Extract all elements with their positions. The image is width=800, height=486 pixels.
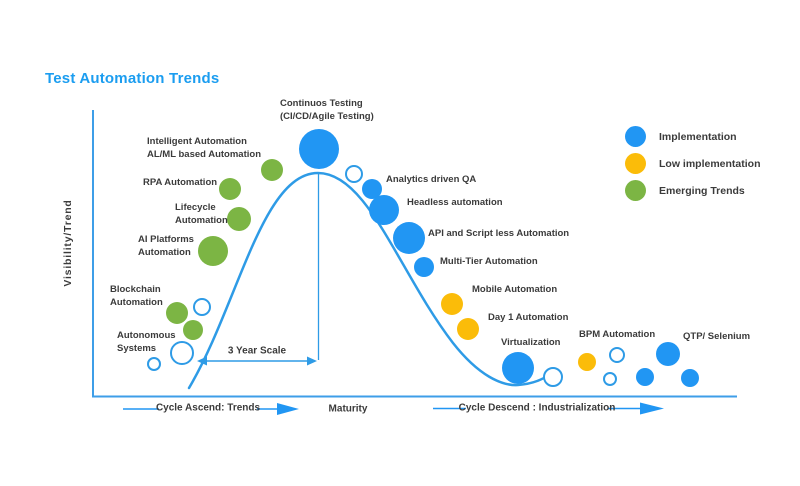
bubble-qtp-selenium-small-1: [636, 368, 654, 386]
bubble-ascend-hollow-1: [147, 357, 161, 371]
bubble-bpm-automation: [578, 353, 596, 371]
label-headless-automation: Headless automation: [407, 197, 503, 208]
x-axis-label: Maturity: [328, 403, 368, 415]
label-autonomous-systems: Autonomous Systems: [117, 330, 176, 354]
hype-curve: [187, 171, 553, 390]
label-blockchain-automation: Blockchain Automation: [110, 284, 163, 308]
bubble-descend-hollow-1: [345, 165, 363, 183]
label-multi-tier-automation: Multi-Tier Automation: [440, 256, 538, 267]
legend-label-low-implementation: Low implementation: [659, 157, 761, 170]
bubble-ascend-hollow-3: [193, 298, 211, 316]
legend-item-implementation: Implementation: [625, 126, 761, 147]
label-lifecycle-automation: Lifecycle Automation: [175, 202, 228, 226]
legend-dot-emerging-trends-icon: [625, 180, 646, 201]
bubble-multi-tier-automation: [414, 257, 434, 277]
descend-label: Cycle Descend : Industrialization: [458, 402, 616, 414]
label-rpa-automation: RPA Automation: [143, 177, 218, 188]
bubble-autonomous-systems: [183, 320, 203, 340]
bubble-blockchain-automation: [166, 302, 188, 324]
legend-dot-implementation-icon: [625, 126, 646, 147]
bubble-day-1-automation: [457, 318, 479, 340]
legend-item-low-implementation: Low implementation: [625, 153, 761, 174]
label-analytics-driven-qa: Analytics driven QA: [386, 174, 477, 185]
label-mobile-automation: Mobile Automation: [472, 284, 558, 295]
bubble-continuos-testing: [299, 129, 339, 169]
bubble-analytics-driven-qa: [362, 179, 382, 199]
legend-item-emerging-trends: Emerging Trends: [625, 180, 761, 201]
bubble-descend-hollow-3: [609, 347, 625, 363]
bubble-qtp-selenium-small-2: [681, 369, 699, 387]
bubble-descend-hollow-4: [603, 372, 617, 386]
label-virtualization: Virtualization: [501, 337, 561, 348]
scale-label: 3 Year Scale: [227, 345, 287, 357]
label-bpm-automation: BPM Automation: [579, 329, 656, 340]
label-api-scriptless: API and Script less Automation: [428, 228, 570, 239]
bubble-layer: [147, 129, 699, 387]
bubble-api-scriptless: [393, 222, 425, 254]
bubble-ai-platforms-automation: [198, 236, 228, 266]
ascend-arrowhead-icon: [277, 403, 299, 415]
bubble-mobile-automation: [441, 293, 463, 315]
bubble-ascend-hollow-2: [170, 341, 194, 365]
scale-arrowhead-left-icon: [197, 356, 207, 366]
legend: Implementation Low implementation Emergi…: [625, 126, 761, 207]
bubble-intelligent-automation: [261, 159, 283, 181]
scale-arrowhead-right-icon: [307, 356, 317, 366]
label-continuos-testing: Continuos Testing (CI/CD/Agile Testing): [280, 98, 374, 122]
label-ai-platforms-automation: AI Platforms Automation: [138, 234, 194, 258]
bubble-lifecycle-automation: [227, 207, 251, 231]
bubble-virtualization: [502, 352, 534, 384]
bubble-rpa-automation: [219, 178, 241, 200]
label-day-1-automation: Day 1 Automation: [488, 312, 569, 323]
label-intelligent-automation: Intelligent Automation AL/ML based Automa…: [147, 136, 261, 160]
legend-label-emerging-trends: Emerging Trends: [659, 184, 745, 197]
bubble-descend-hollow-2: [543, 367, 563, 387]
bubble-qtp-selenium: [656, 342, 680, 366]
ascend-label: Cycle Ascend: Trends: [155, 402, 261, 414]
page-title: Test Automation Trends: [45, 70, 220, 87]
descend-arrowhead-icon: [640, 402, 664, 415]
bubble-headless-automation: [369, 195, 399, 225]
legend-dot-low-implementation-icon: [625, 153, 646, 174]
label-qtp-selenium: QTP/ Selenium: [683, 331, 751, 342]
legend-label-implementation: Implementation: [659, 130, 737, 143]
